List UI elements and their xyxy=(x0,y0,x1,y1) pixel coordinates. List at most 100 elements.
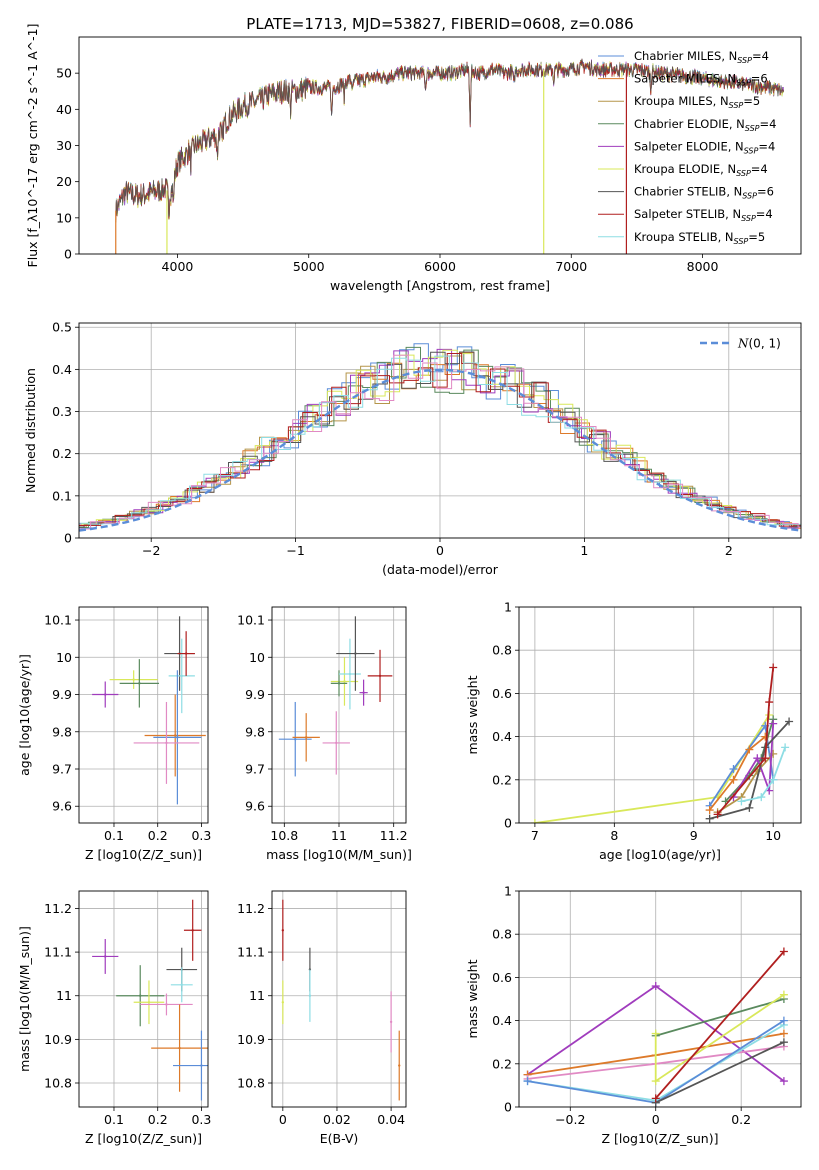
y-tick-label: 11 xyxy=(56,988,72,1003)
legend-label: Kroupa STELIB, NSSP=5 xyxy=(634,230,765,246)
data-point xyxy=(200,1064,203,1067)
y-tick-label: 0.2 xyxy=(52,446,72,461)
legend-sub: SSP xyxy=(737,56,752,65)
weight-marker xyxy=(745,745,754,754)
data-point xyxy=(389,1020,393,1024)
y-axis-label: age [log10(age/yr)] xyxy=(17,654,32,776)
y-tick-label: 0.6 xyxy=(492,686,512,701)
weight-marker xyxy=(779,947,788,956)
legend-sub: SSP xyxy=(736,169,751,178)
data-point xyxy=(308,994,312,997)
y-tick-label: 10.8 xyxy=(44,1076,72,1091)
data-point xyxy=(180,674,183,678)
figure-title: PLATE=1713, MJD=53827, FIBERID=0608, z=0… xyxy=(246,15,633,33)
legend-label: Salpeter MILES, NSSP=6 xyxy=(634,72,768,88)
weight-line xyxy=(717,753,774,813)
y-axis-label: mass [log10(M/M_sun)] xyxy=(17,926,32,1072)
weight-line xyxy=(741,747,786,803)
data-point xyxy=(139,994,142,997)
x-axis-label: (data-model)/error xyxy=(382,562,499,577)
x-tick-label: 0.2 xyxy=(148,828,168,843)
data-point xyxy=(354,652,357,655)
data-point xyxy=(174,734,177,737)
legend-val: =4 xyxy=(758,139,775,153)
x-tick-label: 8 xyxy=(610,828,618,843)
y-tick-label: 11.2 xyxy=(237,901,265,916)
x-tick-label: 0.2 xyxy=(731,1112,751,1127)
legend-sub: SSP xyxy=(741,214,756,223)
plot-area xyxy=(519,891,801,1107)
y-tick-label: 0 xyxy=(64,247,72,262)
axes-frame xyxy=(518,606,802,824)
panel-weight_vs_age: 7 8 9 10 0 0.2 0.4 0.6 0.8 1 age [log10(age/yr)] ma… xyxy=(465,600,802,862)
x-tick-label: 0.3 xyxy=(191,828,211,843)
weight-marker xyxy=(651,1077,660,1086)
panel-age_vs_Z: 0.1 0.2 0.3 9.6 9.7 9.8 9.9 10 10.1 Z [log10(Z/Z_… xyxy=(17,606,211,862)
plot-area xyxy=(79,607,208,823)
x-tick-label: 10 xyxy=(765,828,781,843)
histogram-series xyxy=(79,354,801,530)
data-point xyxy=(165,1003,168,1006)
data-point xyxy=(178,1046,181,1050)
legend-label: N(0, 1) xyxy=(737,337,781,351)
y-tick-label: 10.1 xyxy=(44,613,72,628)
x-tick-label: 0 xyxy=(652,1112,660,1127)
y-tick-label: 1 xyxy=(504,884,512,899)
weight-line xyxy=(732,723,775,798)
data-point xyxy=(337,682,341,685)
weight-line xyxy=(655,998,785,1037)
y-tick-label: 20 xyxy=(56,174,72,189)
y-tick-label: 9.7 xyxy=(52,762,72,777)
x-tick-label: 8000 xyxy=(687,259,719,274)
weight-line xyxy=(654,993,785,1083)
weight-line xyxy=(709,720,790,820)
y-axis-label: Normed distribution xyxy=(23,368,38,493)
weight-marker xyxy=(729,765,738,773)
data-point xyxy=(304,736,308,739)
y-tick-label: 10.1 xyxy=(237,613,265,628)
y-tick-label: 0.5 xyxy=(52,320,72,335)
axes-frame xyxy=(518,890,802,1108)
weight-marker xyxy=(757,793,766,802)
x-tick-label: 1 xyxy=(580,543,588,558)
y-tick-label: 40 xyxy=(56,102,72,117)
x-tick-label: 5000 xyxy=(293,259,325,274)
weight-line xyxy=(708,735,766,811)
plot-area xyxy=(115,58,785,254)
legend-symbol: N xyxy=(737,337,749,351)
weight-marker xyxy=(530,819,539,823)
legend-val: =5 xyxy=(743,94,760,108)
legend-sub: SSP xyxy=(736,79,751,88)
data-point xyxy=(180,983,183,987)
data-point xyxy=(281,929,285,932)
legend-sub: SSP xyxy=(742,192,757,201)
panel-mass_vs_Z: 0.1 0.2 0.3 10.8 10.9 11 11.1 11.2 Z [log10(Z/Z_… xyxy=(17,890,211,1146)
panel-age_vs_mass: 10.8 11 11.2 9.6 9.7 9.8 9.9 10 10.1 mass [log10(… xyxy=(237,606,412,862)
weight-marker xyxy=(737,797,746,806)
axes-frame xyxy=(78,322,802,539)
weight-marker xyxy=(729,775,738,784)
data-point xyxy=(184,652,188,655)
x-tick-label: 10.8 xyxy=(270,828,298,843)
weight-marker xyxy=(745,803,754,812)
y-tick-label: 50 xyxy=(56,66,72,81)
legend-val: =4 xyxy=(751,162,768,176)
x-tick-label: 0.04 xyxy=(377,1112,405,1127)
x-tick-label: 7000 xyxy=(555,259,587,274)
x-axis-label: mass [log10(M/M_sun)] xyxy=(266,847,412,862)
x-tick-label: 11.2 xyxy=(380,828,408,843)
data-point xyxy=(335,741,338,745)
weight-marker xyxy=(769,719,778,728)
y-tick-label: 0.6 xyxy=(492,970,512,985)
x-tick-label: 0.3 xyxy=(191,1112,211,1127)
legend-label: Chabrier ELODIE, NSSP=4 xyxy=(634,117,776,133)
weight-marker xyxy=(779,1038,788,1047)
normal-curve xyxy=(79,368,801,532)
axes-frame xyxy=(271,890,407,1108)
legend-args: (0, 1) xyxy=(749,337,781,351)
x-tick-label: 9 xyxy=(690,828,698,843)
y-tick-label: 0.8 xyxy=(492,927,512,942)
y-tick-label: 10.8 xyxy=(237,1076,265,1091)
weight-marker xyxy=(779,1077,788,1086)
